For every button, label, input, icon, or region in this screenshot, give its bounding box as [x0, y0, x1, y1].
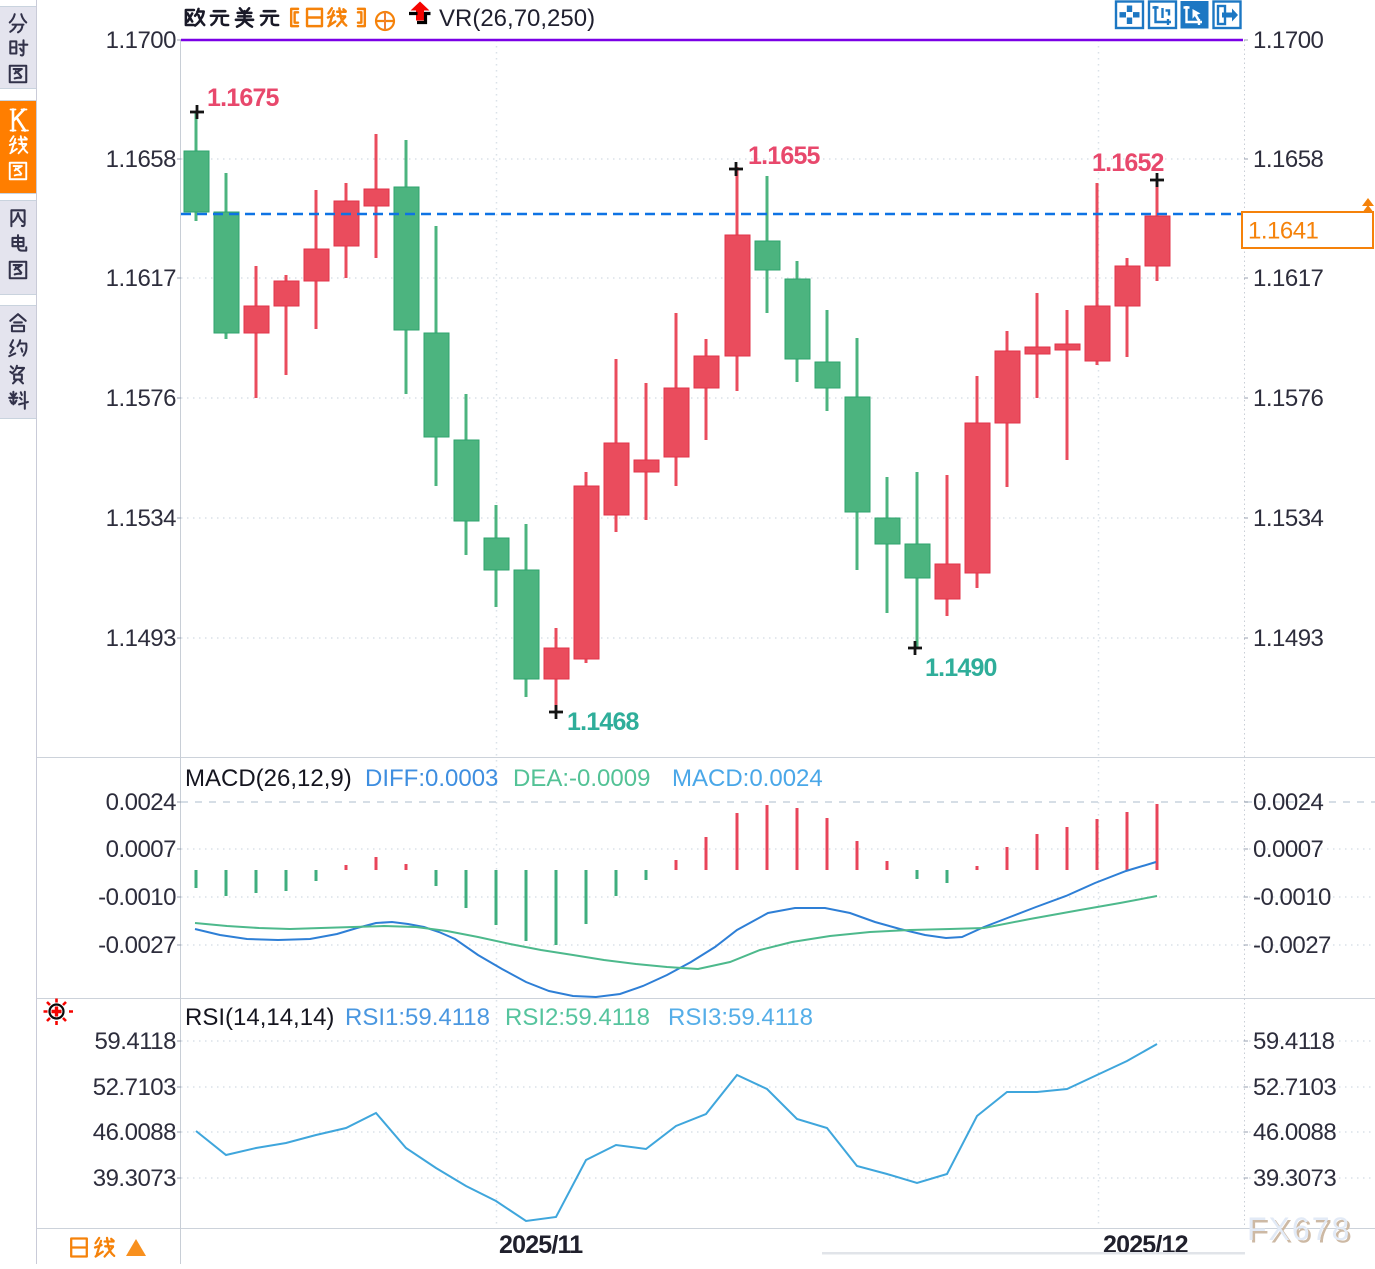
svg-text:1.1658: 1.1658 [1253, 146, 1324, 173]
svg-text:MACD(26,12,9): MACD(26,12,9) [185, 765, 352, 792]
svg-text:0.0024: 0.0024 [1253, 789, 1324, 816]
svg-text:46.0088: 46.0088 [1253, 1119, 1336, 1146]
svg-text:2025/12: 2025/12 [1103, 1231, 1188, 1259]
svg-text:MACD:0.0024: MACD:0.0024 [672, 765, 823, 792]
svg-text:1.1576: 1.1576 [1253, 385, 1324, 412]
svg-text:1.1675: 1.1675 [207, 84, 280, 112]
svg-text:1.1617: 1.1617 [106, 265, 177, 292]
svg-text:39.3073: 39.3073 [93, 1165, 176, 1192]
svg-text:RSI2:59.4118: RSI2:59.4118 [505, 1004, 650, 1031]
svg-text:0.0024: 0.0024 [106, 789, 177, 816]
svg-text:1.1468: 1.1468 [567, 708, 640, 736]
svg-text:1.1576: 1.1576 [106, 385, 177, 412]
svg-text:VR(26,70,250): VR(26,70,250) [439, 5, 595, 32]
svg-text:1.1490: 1.1490 [925, 654, 997, 682]
svg-text:1.1534: 1.1534 [106, 505, 177, 532]
svg-text:39.3073: 39.3073 [1253, 1165, 1336, 1192]
svg-text:52.7103: 52.7103 [1253, 1074, 1336, 1101]
svg-text:1.1700: 1.1700 [106, 27, 177, 54]
svg-text:1.1617: 1.1617 [1253, 265, 1324, 292]
svg-text:DEA:-0.0009: DEA:-0.0009 [513, 765, 650, 792]
svg-text:1.1493: 1.1493 [106, 625, 177, 652]
svg-text:RSI1:59.4118: RSI1:59.4118 [345, 1004, 490, 1031]
svg-text:0.0007: 0.0007 [106, 836, 177, 863]
svg-text:-0.0010: -0.0010 [98, 884, 176, 911]
svg-text:FX678: FX678 [1250, 1214, 1354, 1250]
svg-text:RSI3:59.4118: RSI3:59.4118 [668, 1004, 813, 1031]
svg-text:1.1700: 1.1700 [1253, 27, 1324, 54]
svg-text:0.0007: 0.0007 [1253, 836, 1324, 863]
svg-text:FX678: FX678 [1247, 1211, 1351, 1247]
svg-text:1.1641: 1.1641 [1248, 218, 1319, 245]
svg-text:DIFF:0.0003: DIFF:0.0003 [365, 765, 498, 792]
svg-text:1.1493: 1.1493 [1253, 625, 1324, 652]
svg-text:46.0088: 46.0088 [93, 1119, 176, 1146]
svg-text:-0.0010: -0.0010 [1253, 884, 1331, 911]
svg-text:1.1655: 1.1655 [748, 142, 821, 170]
svg-text:2025/11: 2025/11 [499, 1231, 583, 1259]
svg-text:52.7103: 52.7103 [93, 1074, 176, 1101]
svg-text:-0.0027: -0.0027 [1253, 932, 1331, 959]
svg-text:RSI(14,14,14): RSI(14,14,14) [185, 1004, 334, 1031]
svg-text:59.4118: 59.4118 [95, 1028, 177, 1055]
svg-text:1.1652: 1.1652 [1092, 149, 1164, 177]
svg-text:1.1534: 1.1534 [1253, 505, 1324, 532]
svg-text:59.4118: 59.4118 [1253, 1028, 1335, 1055]
svg-text:1.1658: 1.1658 [106, 146, 177, 173]
svg-text:-0.0027: -0.0027 [98, 932, 176, 959]
